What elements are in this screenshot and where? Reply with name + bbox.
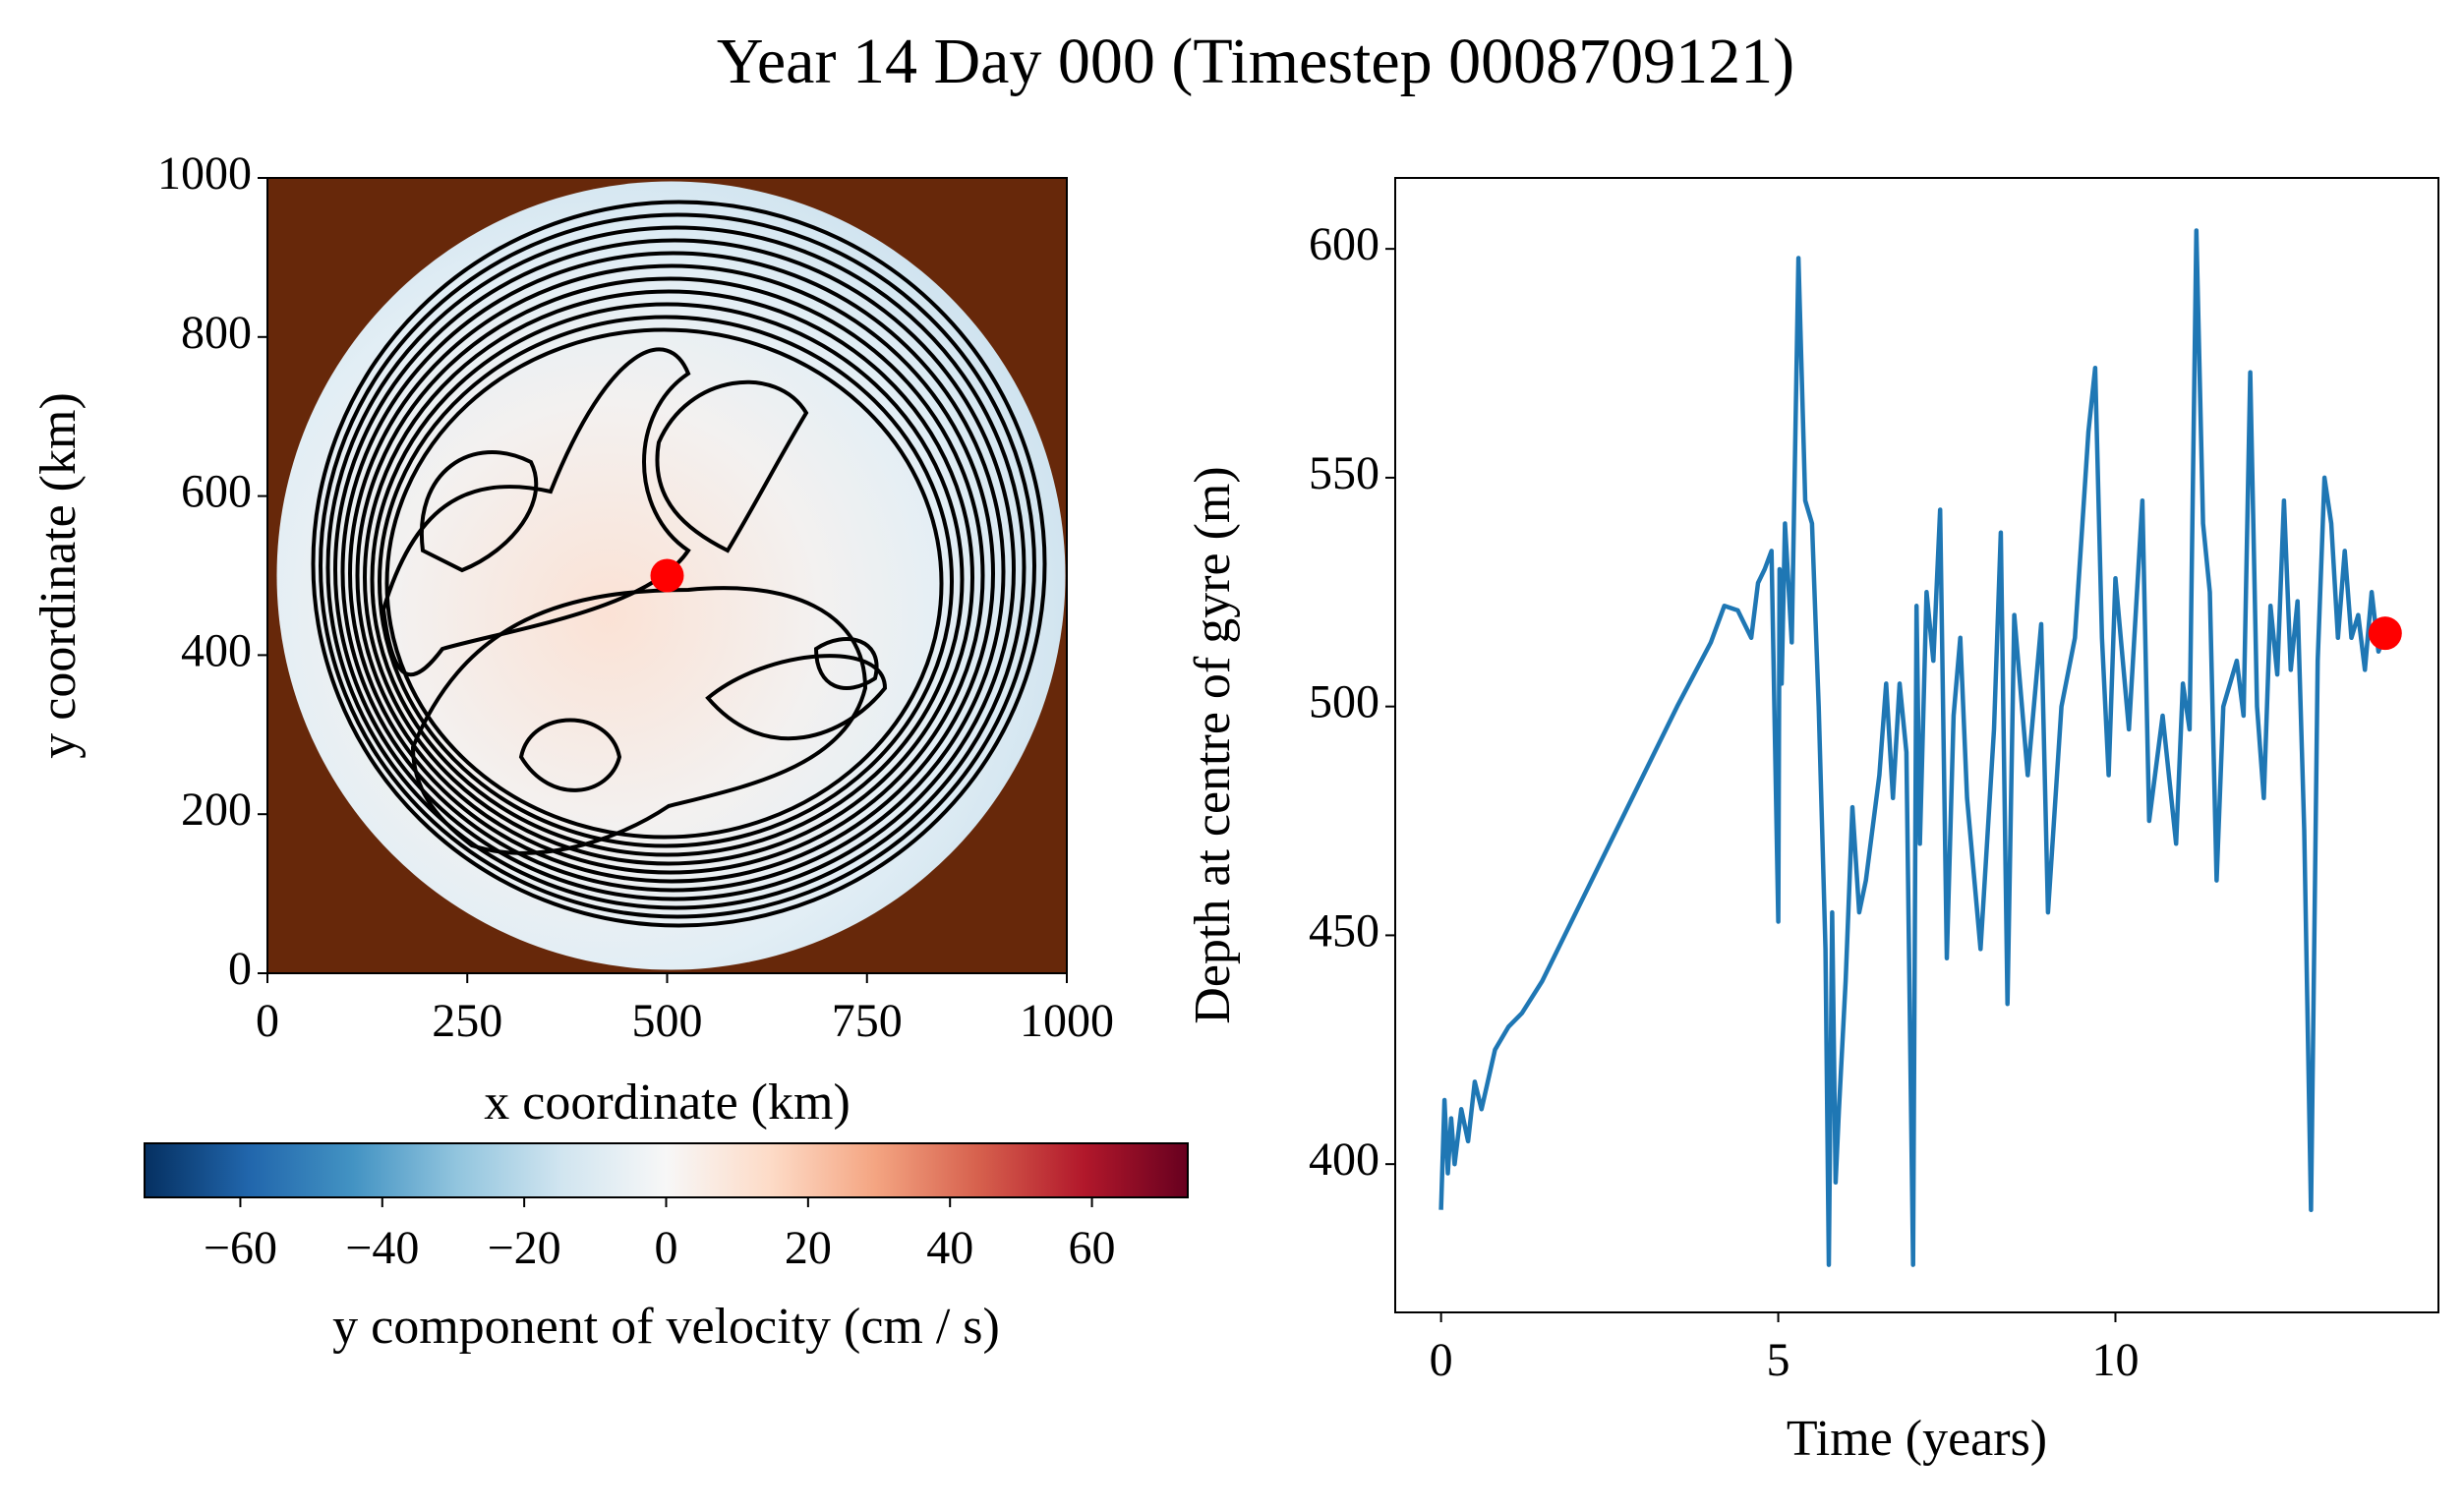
contour bbox=[355, 276, 985, 875]
position-marker bbox=[650, 558, 684, 593]
depth-line bbox=[1438, 228, 2387, 1267]
y-tick-label: 500 bbox=[1309, 676, 1379, 728]
contour bbox=[410, 586, 868, 855]
y-tick-label: 400 bbox=[181, 624, 252, 676]
colorbar-tick-label: −40 bbox=[345, 1222, 419, 1274]
x-tick-label: 5 bbox=[1767, 1334, 1790, 1386]
current-marker bbox=[2368, 616, 2402, 651]
x-tick-label: 10 bbox=[2091, 1334, 2139, 1386]
x-tick-label: 750 bbox=[832, 995, 903, 1047]
contour bbox=[319, 212, 1036, 919]
x-tick-label: 1000 bbox=[1020, 995, 1114, 1047]
contour bbox=[705, 654, 888, 741]
y-tick-label: 600 bbox=[181, 466, 252, 518]
contour bbox=[813, 637, 879, 690]
contour bbox=[311, 200, 1047, 928]
colorbar-label: y component of velocity (cm / s) bbox=[332, 1299, 1000, 1355]
y-tick-label: 400 bbox=[1309, 1133, 1379, 1186]
colorbar-tick-label: 60 bbox=[1069, 1222, 1116, 1274]
contour bbox=[419, 450, 539, 573]
y-tick-label: 600 bbox=[1309, 218, 1379, 270]
contour bbox=[384, 327, 944, 840]
y-tick-label: 800 bbox=[181, 307, 252, 359]
x-tick-label: 0 bbox=[256, 995, 279, 1047]
colorbar-tick-label: 0 bbox=[655, 1222, 678, 1274]
axes-frame bbox=[1394, 177, 2439, 1313]
x-axis-label: Time (years) bbox=[1787, 1411, 2047, 1467]
y-tick-label: 550 bbox=[1309, 447, 1379, 499]
contour bbox=[378, 315, 954, 848]
colorbar bbox=[144, 1142, 1189, 1198]
colorbar-tick-label: 40 bbox=[926, 1222, 973, 1274]
contour bbox=[325, 225, 1027, 910]
contour bbox=[381, 347, 691, 677]
x-tick-label: 250 bbox=[432, 995, 502, 1047]
y-axis-label: y coordinate (km) bbox=[30, 392, 87, 759]
x-tick-label: 500 bbox=[632, 995, 703, 1047]
y-tick-label: 0 bbox=[228, 943, 252, 995]
line-panel: 0 5 10 400 450 500 550 600 Time (years) Depth at … bbox=[1185, 177, 2439, 1467]
figure-title: Year 14 Day 000 (Timestep 0008709121) bbox=[717, 26, 1794, 97]
y-tick-label: 200 bbox=[181, 784, 252, 836]
x-axis-label: x coordinate (km) bbox=[484, 1074, 851, 1131]
contour bbox=[655, 379, 809, 553]
contour bbox=[363, 289, 974, 866]
contour bbox=[340, 251, 1006, 893]
contour bbox=[348, 263, 995, 884]
y-axis-label: Depth at centre of gyre (m) bbox=[1185, 466, 1241, 1023]
colorbar-tick-label: 20 bbox=[785, 1222, 832, 1274]
x-tick-label: 0 bbox=[1430, 1334, 1453, 1386]
colorbar-tick-label: −60 bbox=[204, 1222, 277, 1274]
contour bbox=[333, 238, 1016, 901]
colorbar-tick-label: −20 bbox=[488, 1222, 561, 1274]
contour bbox=[518, 718, 622, 792]
y-tick-label: 1000 bbox=[157, 147, 252, 200]
y-tick-label: 450 bbox=[1309, 904, 1379, 957]
contour bbox=[370, 302, 965, 857]
